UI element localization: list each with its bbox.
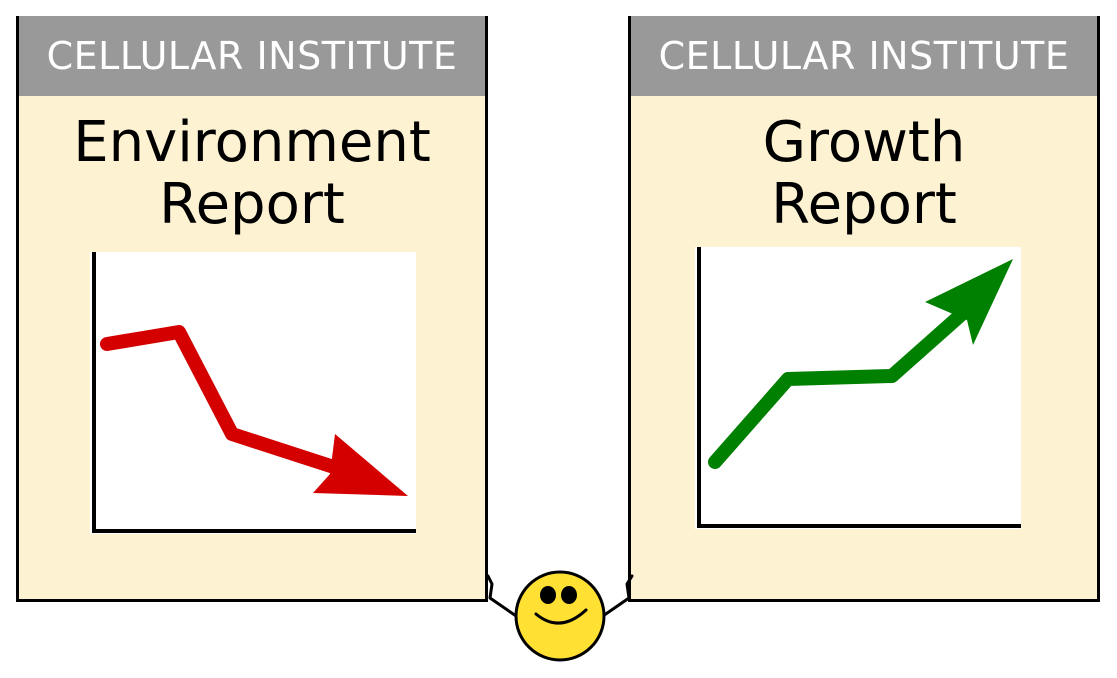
- growth-report-sheet: CELLULAR INSTITUTE Growth Report: [628, 16, 1100, 602]
- downward-trend-graph: [92, 252, 416, 533]
- environment-report-sheet: CELLULAR INSTITUTE Environment Report: [16, 16, 488, 602]
- smiley-face-icon: [514, 570, 606, 662]
- downward-trend-line: [100, 325, 350, 477]
- up-arrow-head-icon: [925, 259, 1013, 345]
- report-title-line: Growth: [762, 110, 966, 175]
- left-arm: [486, 574, 521, 620]
- report-header: CELLULAR INSTITUTE: [631, 16, 1097, 96]
- report-header: CELLULAR INSTITUTE: [19, 16, 485, 96]
- report-title-line: Report: [159, 172, 345, 237]
- down-arrow-head-icon: [313, 434, 408, 496]
- smiley-mouth: [534, 608, 588, 625]
- smiley-right-eye: [561, 586, 577, 604]
- report-title-line: Report: [771, 172, 957, 237]
- smiley-left-eye: [540, 586, 556, 604]
- report-title: Growth Report: [631, 112, 1097, 236]
- upward-trend-line: [708, 306, 970, 469]
- report-title-line: Environment: [73, 110, 431, 175]
- trend-chart: [695, 247, 1021, 529]
- report-title: Environment Report: [19, 112, 485, 236]
- trend-chart: [90, 252, 416, 534]
- upward-trend-graph: [697, 247, 1021, 528]
